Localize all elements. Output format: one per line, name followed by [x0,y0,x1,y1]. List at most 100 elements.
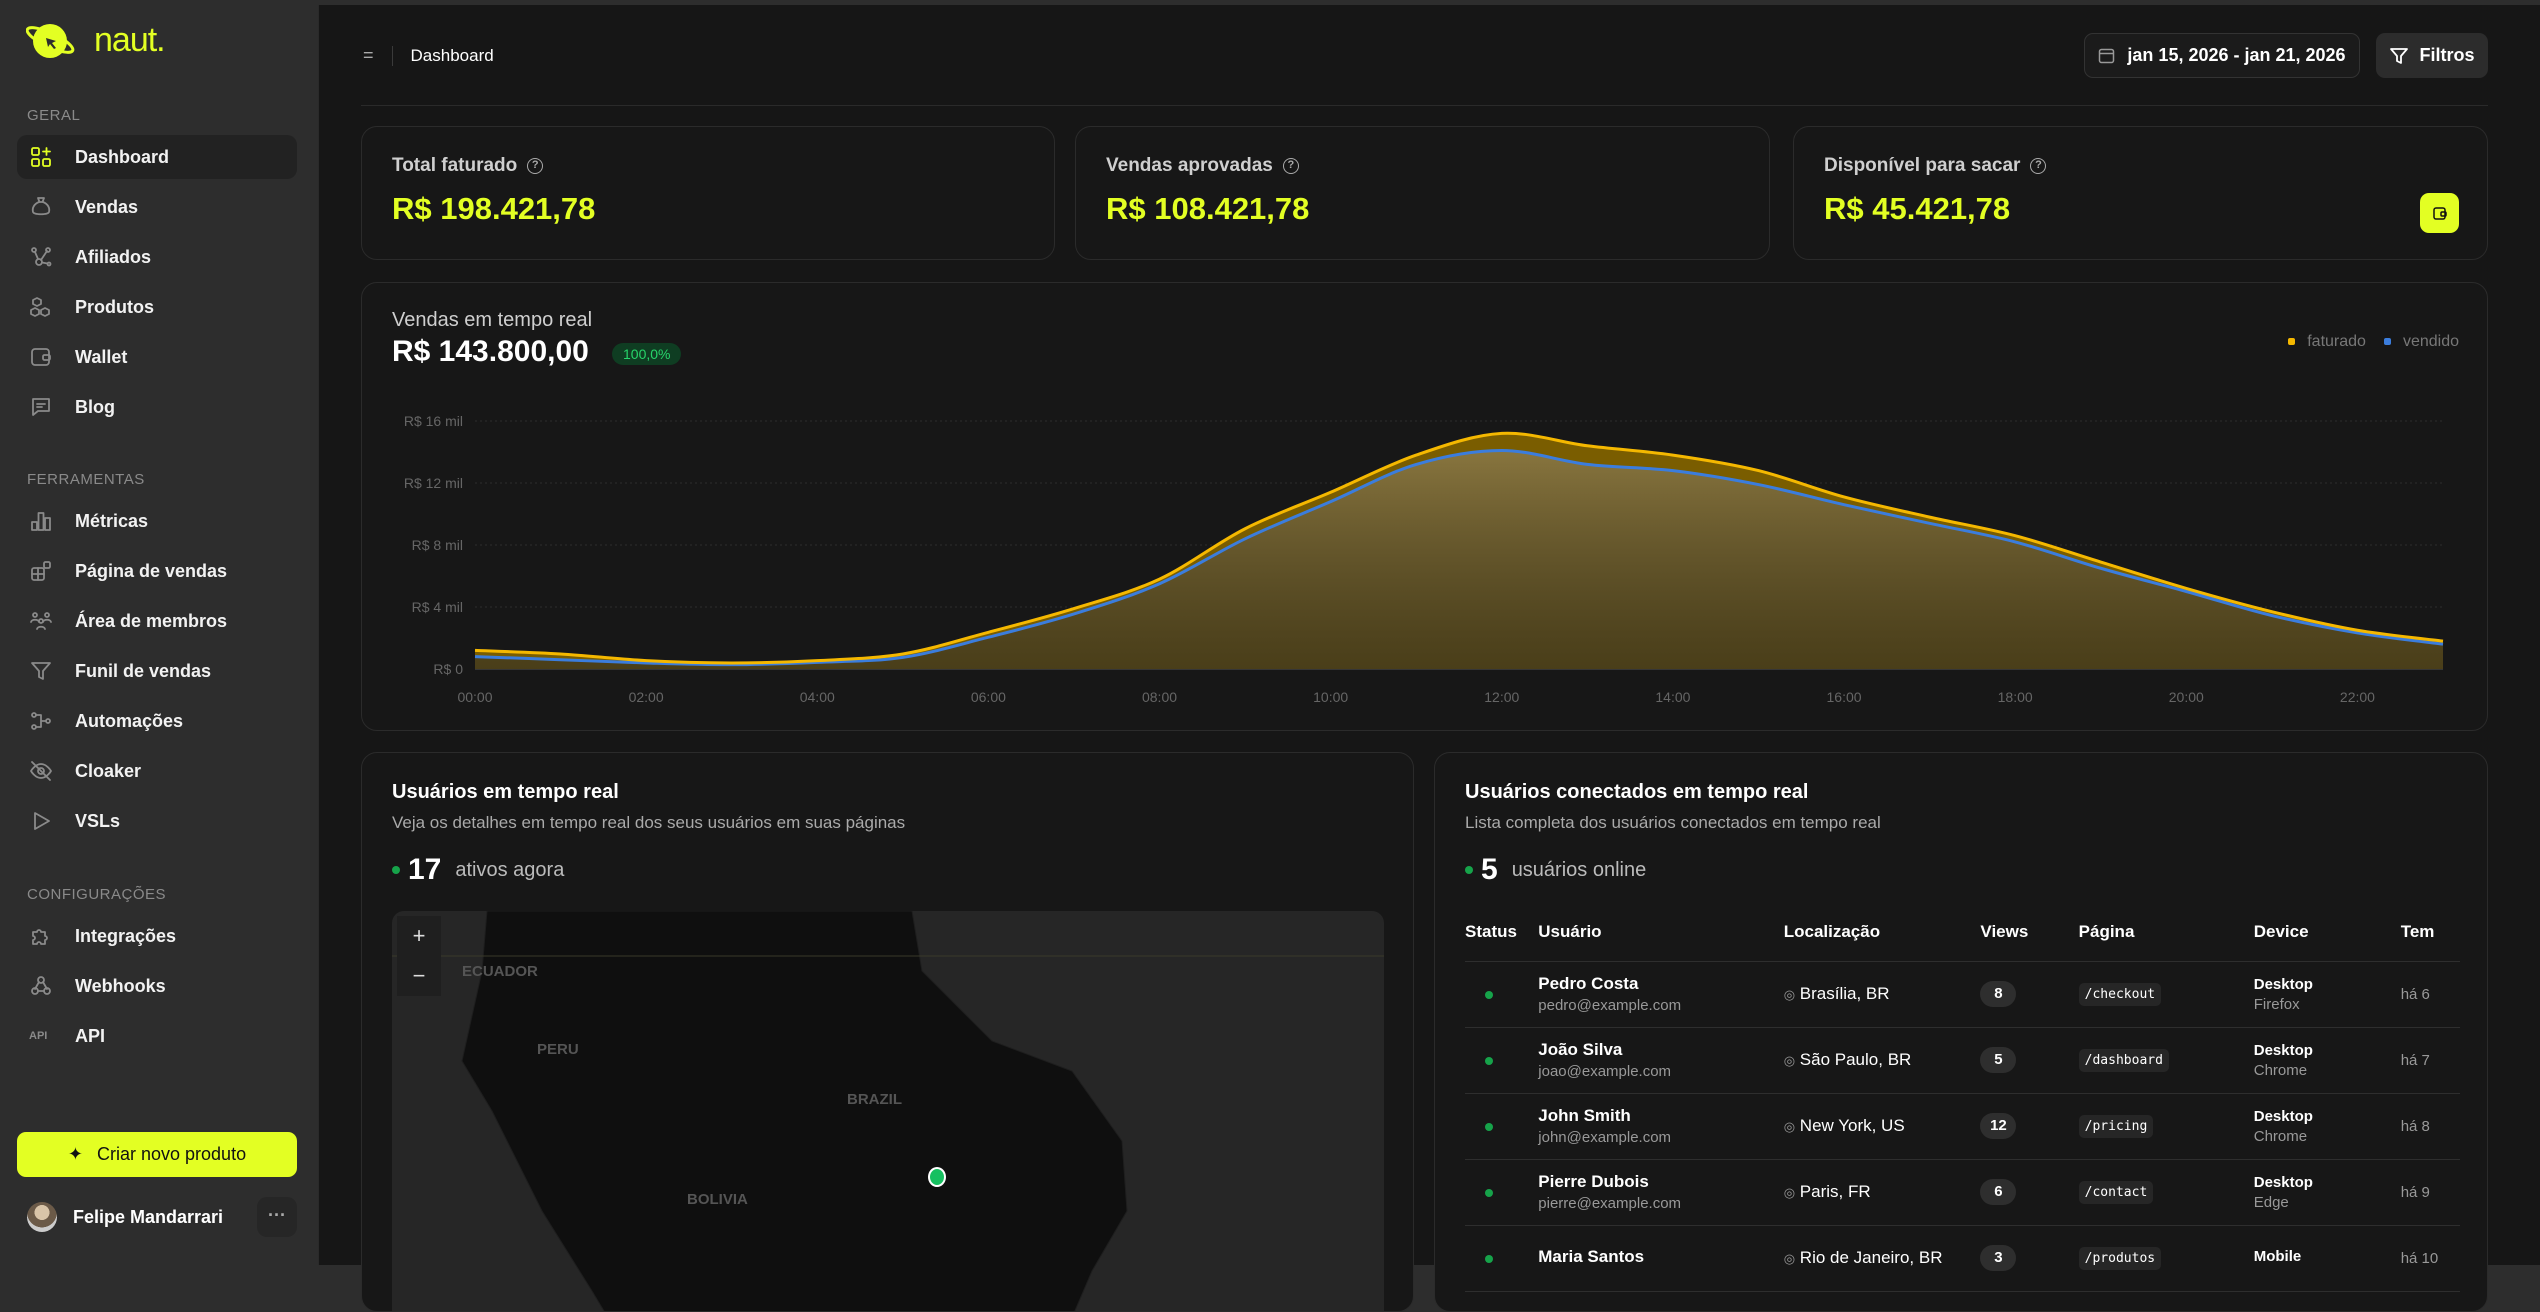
sidebar-item-vsls[interactable]: VSLs [17,799,297,843]
divider [391,45,393,66]
sidebar-item-label: Cloaker [75,760,142,781]
table-row[interactable]: Pedro Costa pedro@example.com ◎ Brasília,… [1465,961,2460,1028]
x-tick-label: 02:00 [629,689,664,705]
legend-faturado: faturado [2288,333,2366,351]
sidebar-item-pagina-de-vendas[interactable]: Página de vendas [17,549,297,593]
sidebar-item-area-de-membros[interactable]: Área de membros [17,599,297,643]
more-options-button[interactable]: ··· [257,1197,297,1237]
table-row[interactable]: Pierre Dubois pierre@example.com ◎ Paris,… [1465,1159,2460,1226]
create-product-button[interactable]: ✦ Criar novo produto [17,1132,297,1177]
help-icon[interactable]: ? [2030,158,2047,174]
api-icon: API [29,1030,48,1042]
sidebar-item-label: Blog [75,396,115,417]
page-path: /pricing [2078,1114,2154,1138]
user-name: John Smith [1538,1106,1631,1125]
x-tick-label: 22:00 [2340,689,2375,705]
column-header[interactable]: Usuário [1538,903,1784,962]
table-row[interactable]: João Silva joao@example.com ◎ São Paulo, … [1465,1027,2460,1094]
sidebar-item-api[interactable]: API API [17,1014,297,1058]
withdraw-wallet-button[interactable] [2420,193,2459,233]
y-tick-label: R$ 16 mil [404,413,463,429]
y-tick-label: R$ 12 mil [404,475,463,491]
views-count: 3 [1980,1245,2017,1271]
table-row[interactable]: John Smith john@example.com ◎ New York, U… [1465,1093,2460,1160]
sidebar-item-blog[interactable]: Blog [17,385,297,429]
browser: Firefox [2253,995,2300,1013]
date-range-picker[interactable]: jan 15, 2026 - jan 21, 2026 [2084,33,2360,78]
help-icon[interactable]: ? [527,158,544,174]
message-icon [32,398,50,416]
user-email: pierre@example.com [1538,1195,1682,1212]
panel-title: Usuários conectados em tempo real [1465,781,1809,803]
sidebar-toggle-icon[interactable]: = [363,45,374,65]
filter-icon [2390,47,2409,64]
zoom-in-button[interactable]: + [412,923,426,948]
sidebar-item-integracoes[interactable]: Integrações [17,914,297,958]
sidebar-item-automacoes[interactable]: Automações [17,699,297,743]
zoom-out-button[interactable]: − [412,963,426,988]
stat-value: R$ 45.421,78 [1824,191,2011,226]
x-tick-label: 08:00 [1142,689,1177,705]
sidebar-item-label: Wallet [75,346,128,367]
automation-icon [31,712,51,730]
column-header[interactable]: Status [1465,903,1539,962]
connected-time: há 7 [2400,1052,2430,1069]
sidebar-item-label: Dashboard [75,146,170,167]
sidebar-item-metricas[interactable]: Métricas [17,499,297,543]
column-header[interactable]: Localização [1783,903,1981,962]
realtime-sales-chart-card: Vendas em tempo real R$ 143.800,00 100,0… [361,282,2488,731]
legend-vendido: vendido [2383,333,2459,351]
sidebar-item-cloaker[interactable]: Cloaker [17,749,297,793]
webhook-icon [31,976,51,995]
table-row[interactable]: Maria Santos ◎ Rio de Janeiro, BR 3 /pro… [1465,1225,2460,1292]
user-location: Rio de Janeiro, BR [1799,1248,1943,1267]
stat-card-disponivel: Disponível para sacar? R$ 45.421,78 [1793,126,2488,260]
device-type: Mobile [2253,1248,2302,1265]
sidebar-item-webhooks[interactable]: Webhooks [17,964,297,1008]
sales-area-chart: R$ 0 R$ 4 mil R$ 8 mil R$ 12 mil R$ 16 mil 00… [404,413,2444,705]
wallet-icon [31,348,51,366]
location-pin-icon: ◎ [1783,1185,1796,1200]
help-icon[interactable]: ? [1282,158,1299,174]
users-map[interactable]: ECUADOR PERU BRAZIL BOLIVIA + − [392,911,1384,1311]
x-tick-label: 04:00 [800,689,835,705]
funnel-icon [31,662,51,680]
user-profile[interactable]: Felipe Mandarrari ··· [27,1197,297,1237]
header-divider [361,105,2488,106]
status-online-icon [1485,991,1493,999]
status-online-icon [1485,1123,1493,1131]
sidebar-item-funil-de-vendas[interactable]: Funil de vendas [17,649,297,693]
sidebar-item-label: API [75,1025,106,1046]
stat-label: Total faturado [392,155,518,176]
user-name: João Silva [1538,1040,1623,1059]
money-bag-icon [31,197,51,216]
user-location-marker[interactable] [928,1167,946,1187]
growth-badge: 100,0% [612,343,682,365]
sidebar-item-label: Afiliados [75,246,152,267]
sidebar-item-wallet[interactable]: Wallet [17,335,297,379]
location-pin-icon: ◎ [1783,987,1796,1002]
play-icon [34,812,50,830]
chart-total: R$ 143.800,00 [392,335,589,368]
column-header[interactable]: Device [2253,903,2401,962]
brand-logo[interactable]: naut. [26,20,166,60]
column-header[interactable]: Página [2078,903,2254,962]
status-online-icon [1485,1189,1493,1197]
sidebar-item-dashboard[interactable]: Dashboard [17,135,297,179]
device-type: Desktop [2253,1107,2313,1125]
sidebar-item-afiliados[interactable]: Afiliados [17,235,297,279]
column-header[interactable]: Views [1980,903,2079,962]
map-label-ecuador: ECUADOR [462,963,538,980]
panel-subtitle: Veja os detalhes em tempo real dos seus … [392,813,906,832]
column-header[interactable]: Tem [2400,903,2460,962]
status-online-icon [1485,1255,1493,1263]
x-tick-label: 10:00 [1313,689,1348,705]
y-tick-label: R$ 4 mil [412,599,463,615]
south-america-map [392,911,1384,1311]
filters-button[interactable]: Filtros [2376,33,2488,78]
brand-name: naut. [94,20,166,59]
connected-users-card: Usuários conectados em tempo real Lista … [1434,752,2488,1312]
sidebar-item-vendas[interactable]: Vendas [17,185,297,229]
sidebar-item-produtos[interactable]: Produtos [17,285,297,329]
connected-users-table: Status Usuário Localização Views Página Devic… [1465,903,2460,1292]
